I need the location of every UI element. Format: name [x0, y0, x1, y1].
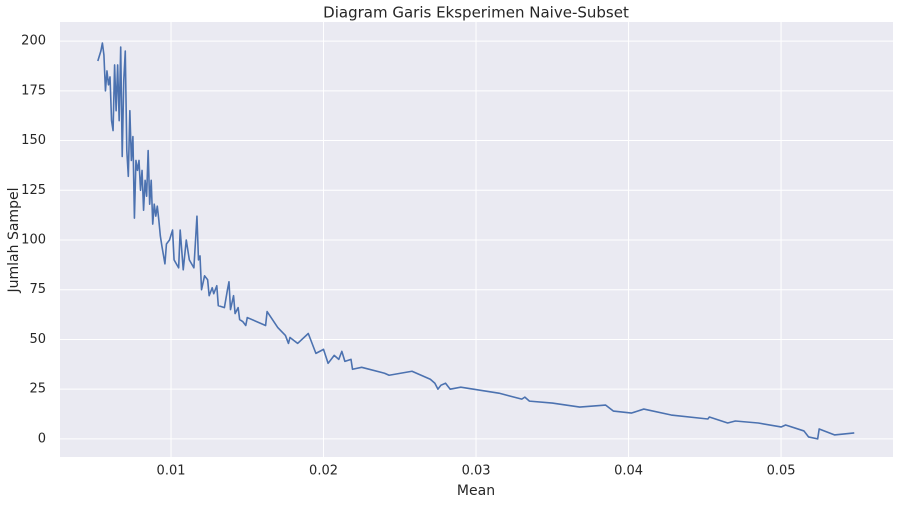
y-axis-label: Jumlah Sampel — [6, 188, 22, 294]
x-tick-label: 0.05 — [767, 464, 796, 479]
y-tick-label: 75 — [29, 282, 46, 297]
y-tick-label: 200 — [21, 34, 46, 49]
y-tick-label: 25 — [29, 382, 46, 397]
x-tick-label: 0.04 — [614, 464, 643, 479]
y-tick-label: 100 — [21, 232, 46, 247]
data-line — [97, 42, 855, 440]
x-tick-label: 0.03 — [462, 464, 491, 479]
x-tick-label: 0.01 — [157, 464, 186, 479]
y-tick-label: 125 — [21, 183, 46, 198]
y-tick-label: 175 — [21, 83, 46, 98]
y-tick-label: 0 — [38, 431, 46, 446]
x-tick-label: 0.02 — [309, 464, 338, 479]
x-axis-label: Mean — [457, 483, 495, 499]
chart-title: Diagram Garis Eksperimen Naive-Subset — [323, 4, 629, 22]
y-tick-label: 50 — [29, 332, 46, 347]
y-tick-label: 150 — [21, 133, 46, 148]
